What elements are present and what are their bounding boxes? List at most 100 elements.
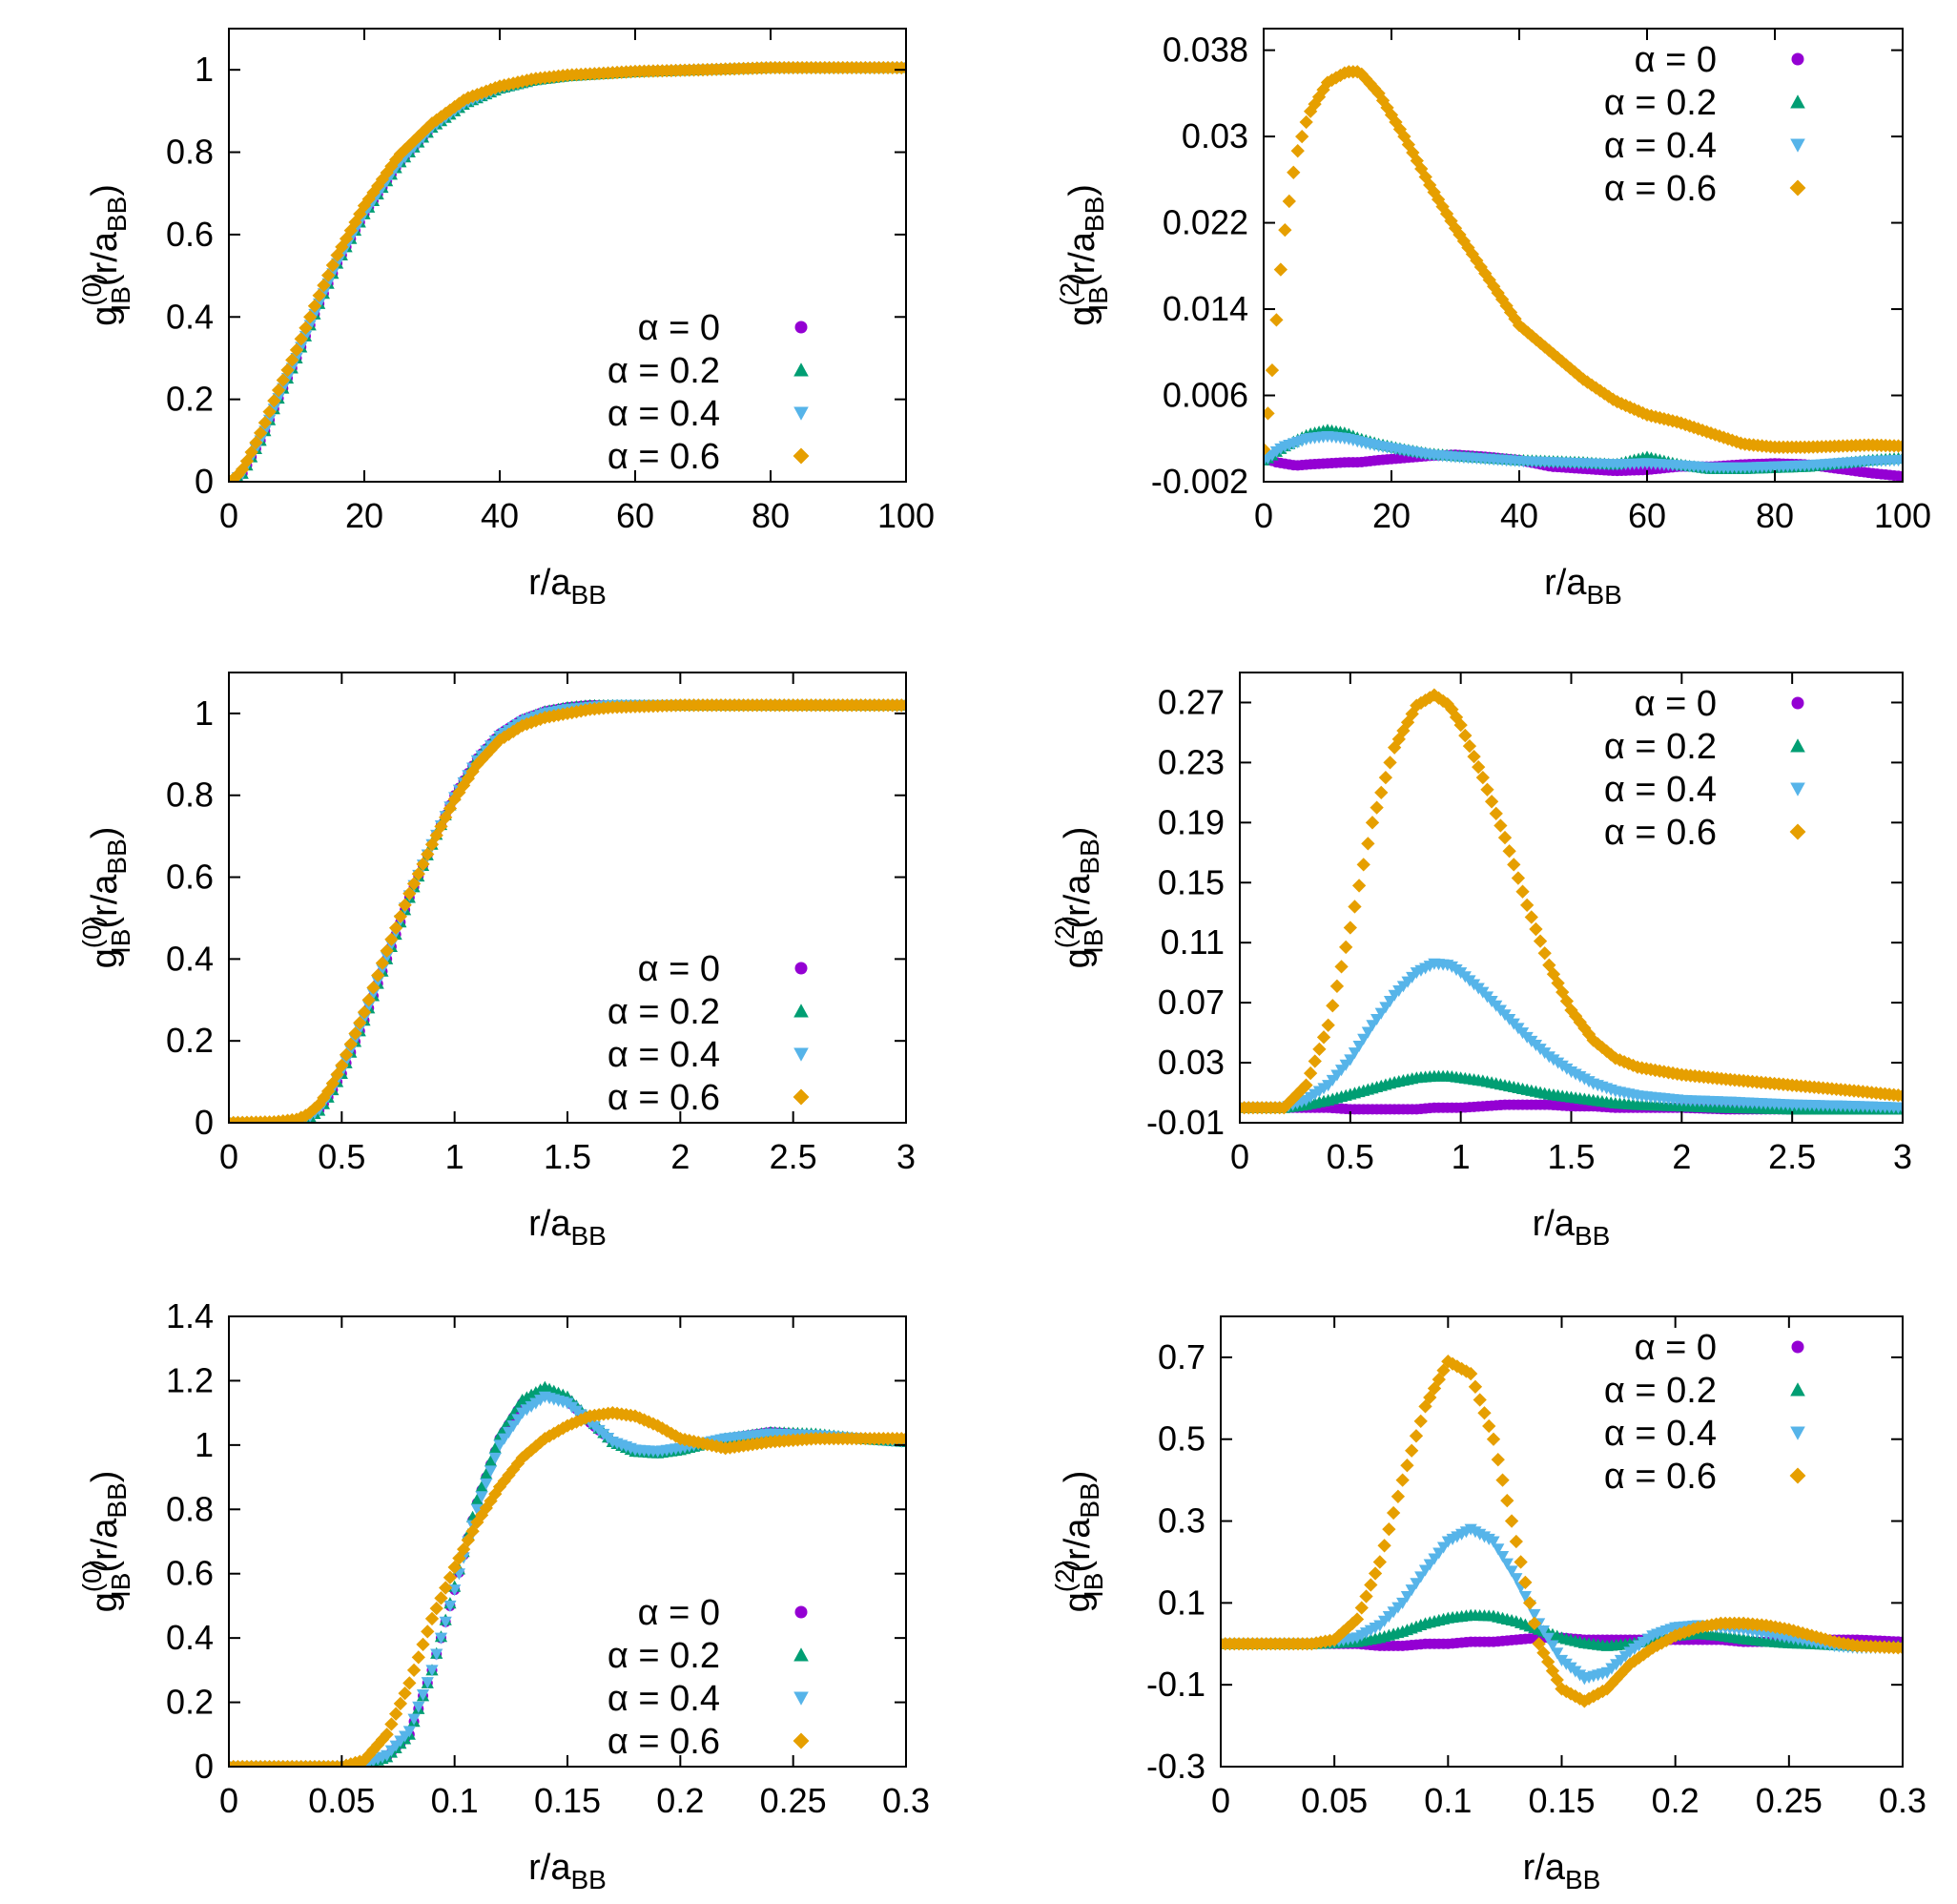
data-point [1527, 1616, 1542, 1630]
x-tick-label: 0.15 [1528, 1781, 1595, 1820]
data-point [1287, 165, 1301, 179]
data-point [1348, 1047, 1362, 1060]
data-point [425, 1665, 439, 1677]
y-tick-label: 0.7 [1158, 1337, 1205, 1376]
data-point [402, 1676, 417, 1690]
data-point [1486, 1432, 1501, 1446]
x-axis-label: r/aBB [1523, 1848, 1601, 1894]
data-point [1364, 1578, 1378, 1592]
y-tick-label: 0 [195, 1103, 214, 1142]
data-point [312, 288, 326, 302]
legend-label: α = 0.6 [1604, 813, 1717, 853]
data-point [475, 1480, 488, 1493]
legend: α = 0α = 0.2α = 0.4α = 0.6 [608, 1593, 810, 1762]
x-tick-label: 80 [1756, 496, 1794, 535]
y-tick-label: 0.014 [1163, 289, 1248, 328]
data-point [380, 165, 394, 180]
data-point [375, 956, 390, 970]
data-point [493, 1439, 506, 1452]
y-tick-label: 1.4 [166, 1296, 214, 1335]
data-point [1390, 1489, 1406, 1503]
legend-marker [1790, 1426, 1805, 1440]
data-point [434, 1632, 448, 1645]
data-point [1382, 1521, 1396, 1537]
legend-label: α = 0.6 [1604, 1457, 1717, 1497]
y-tick-label: 0.03 [1182, 116, 1248, 155]
legend-label: α = 0 [1635, 684, 1717, 724]
x-tick-label: 0 [219, 1781, 238, 1820]
legend-label: α = 0.6 [608, 437, 720, 477]
data-point [1400, 1590, 1414, 1604]
x-axis-label: r/aBB [1544, 563, 1622, 610]
data-point [1473, 1393, 1487, 1407]
data-point [1541, 1655, 1555, 1669]
data-point [1533, 934, 1548, 948]
data-point [411, 1650, 425, 1665]
legend-label: α = 0 [638, 1593, 720, 1633]
data-point [416, 125, 430, 139]
data-point [424, 1611, 440, 1626]
data-point [1326, 999, 1340, 1013]
data-point [497, 1474, 511, 1488]
data-point [348, 215, 362, 230]
series-3 [229, 1405, 906, 1767]
data-point [339, 1047, 354, 1062]
data-point [1458, 728, 1473, 743]
data-point [1551, 350, 1565, 365]
data-point [1423, 177, 1437, 193]
y-tick-label: 0.19 [1158, 802, 1225, 841]
y-tick-label: 0.3 [1158, 1501, 1205, 1541]
data-point [1604, 1047, 1618, 1062]
data-point [1334, 960, 1349, 974]
legend-marker [1790, 94, 1805, 109]
data-point [388, 1707, 403, 1721]
data-point [276, 373, 290, 387]
y-tick-label: 0.4 [166, 1618, 214, 1657]
data-point [411, 866, 425, 881]
legend-label: α = 0.6 [1604, 169, 1717, 209]
data-point [1444, 214, 1458, 228]
legend: α = 0α = 0.2α = 0.4α = 0.6 [1604, 684, 1806, 853]
data-point [271, 383, 286, 398]
x-tick-label: 3 [1893, 1137, 1912, 1176]
data-point [488, 1441, 502, 1454]
data-point [1413, 1414, 1428, 1428]
data-point [1467, 749, 1481, 764]
data-point [366, 185, 381, 200]
x-tick-label: 0.15 [534, 1781, 601, 1820]
data-point [398, 898, 412, 912]
series-3 [1240, 688, 1903, 1115]
data-point [1489, 806, 1503, 821]
legend-label: α = 0.2 [608, 1636, 720, 1676]
y-tick-label: -0.1 [1146, 1665, 1205, 1704]
x-tick-label: 60 [1628, 496, 1666, 535]
data-point [1895, 439, 1903, 453]
data-point [421, 1677, 434, 1689]
legend-label: α = 0.4 [1604, 770, 1717, 810]
data-point [1586, 1033, 1600, 1047]
data-point [244, 445, 258, 460]
data-point [1427, 185, 1441, 199]
series-3 [1221, 1355, 1903, 1708]
legend-marker [793, 362, 809, 377]
legend-label: α = 0 [1635, 1328, 1717, 1368]
x-tick-label: 0.5 [318, 1137, 365, 1176]
legend-marker [794, 321, 808, 334]
data-point [1278, 222, 1292, 238]
data-point [330, 1067, 344, 1082]
data-point [429, 828, 443, 842]
plot-frame [228, 28, 907, 483]
data-point [443, 1600, 457, 1613]
data-point [1514, 1555, 1528, 1569]
data-point [1396, 1597, 1410, 1609]
data-point [1515, 884, 1530, 899]
data-point [430, 1648, 443, 1661]
data-point [1343, 921, 1357, 935]
data-point [1508, 312, 1522, 326]
data-point [1500, 1493, 1514, 1508]
legend-marker [1791, 696, 1804, 710]
y-tick-label: 1 [195, 693, 214, 733]
data-point [1475, 770, 1490, 785]
y-tick-label: 0.07 [1158, 983, 1225, 1022]
data-point [1397, 129, 1411, 144]
